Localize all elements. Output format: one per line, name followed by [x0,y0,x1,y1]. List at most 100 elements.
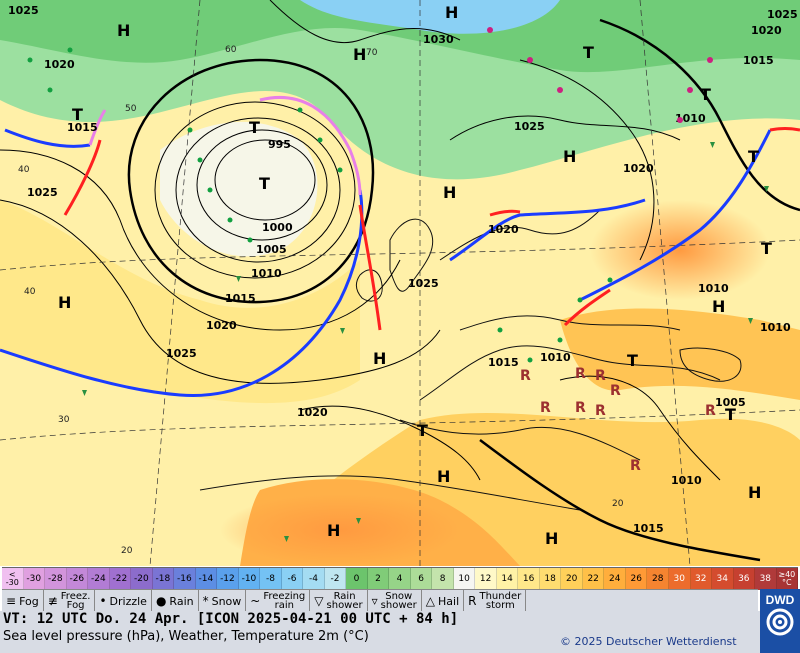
isobar-label: 1025 [767,8,798,21]
isobar-label: 1020 [206,319,237,332]
pressure-system: T [700,85,711,104]
scale-cell: 8 [432,568,454,590]
footer: VT: 12 UTC Do. 24 Apr. [ICON 2025-04-21 … [0,611,760,653]
svg-text:R: R [575,366,586,382]
legend-item: ▽ Rain shower [310,590,368,612]
pressure-system: H [563,147,576,166]
scale-cell: -26 [66,568,89,590]
legend-label: Drizzle [109,594,147,608]
pressure-system: T [259,174,270,193]
legend-item: ~ Freezing rain [246,590,311,612]
scale-cell: 38 [755,568,777,590]
scale-cell: 32 [690,568,713,590]
scale-cell: -6 [281,568,304,590]
pressure-system: T [249,118,260,137]
legend-label: Freez. Fog [60,591,91,611]
legend-item: • Drizzle [95,590,152,612]
legend-item: ● Rain [152,590,199,612]
scale-cell: 10 [453,568,476,590]
grid-latitude-label: 70 [366,48,378,58]
svg-text:R: R [630,458,641,474]
isobar-label: 1010 [251,267,282,280]
pressure-system: T [72,105,83,124]
logo-text: DWD [765,593,795,607]
scale-cell: -20 [131,568,153,590]
scale-cell: 24 [604,568,626,590]
scale-cell: -14 [195,568,218,590]
isobar-label: 1020 [488,223,519,236]
scale-cell: -16 [174,568,196,590]
scale-cell: 2 [367,568,390,590]
rain-icon: ● [155,594,167,608]
legend-label: Hail [438,594,460,608]
svg-text:R: R [610,383,621,399]
thunderstorm-icon: R [468,594,477,608]
svg-text:R: R [595,368,606,384]
isobar-label: 1010 [540,351,571,364]
temperature-labels: 60 50 40 40 30 20 70 20 [18,45,624,556]
cold-fronts [0,128,772,398]
grid-latitude-label: 20 [612,499,624,509]
scale-low-cell: < -30 [2,568,24,590]
scale-cell: -2 [324,568,347,590]
scale-cell: -4 [303,568,325,590]
isobar-label: 1025 [27,186,58,199]
isobar-label: 1015 [488,356,519,369]
pressure-system: T [627,351,638,370]
pressure-system-labels: H H H H H H H H H H H H T T T T T T T T … [58,3,772,548]
legend-item: * Snow [199,590,247,612]
isobar-label: 1015 [743,54,774,67]
legend-label: Rain shower [326,591,363,611]
grid-latitude-label: 40 [18,165,30,175]
pressure-system: H [353,45,366,64]
weather-map: H H H H H H H H H H H H T T T T T T T T … [0,0,800,566]
isobar-label: 1010 [698,282,729,295]
dwd-logo: DWD [760,589,800,653]
scale-cell: -10 [238,568,261,590]
freezing-fog-icon: ≢ [47,594,58,608]
isobar-label: 1025 [166,347,197,360]
svg-text:R: R [520,368,531,384]
pressure-system: H [373,349,386,368]
scale-cell: 6 [410,568,433,590]
isobar-label: 1025 [8,4,39,17]
legend-label: Snow shower [380,591,417,611]
isobar-label: 1000 [262,221,293,234]
legend-label: Freezing rain [263,591,306,611]
pressure-system: H [545,529,558,548]
svg-text:R: R [705,403,716,419]
temperature-field [0,0,800,566]
copyright: © 2025 Deutscher Wetterdienst [560,635,737,648]
scale-cell: 36 [733,568,756,590]
pressure-system: H [117,21,130,40]
valid-time: VT: 12 UTC Do. 24 Apr. [ICON 2025-04-21 … [3,611,459,627]
legend-item: ≢ Freez. Fog [44,590,96,612]
pressure-system: T [417,421,428,440]
scale-cell: 0 [346,568,368,590]
scale-cell: -8 [260,568,282,590]
scale-cell: 4 [389,568,411,590]
isobar-label: 1020 [297,406,328,419]
isobar-label: 1020 [623,162,654,175]
legend-label: Snow [211,594,242,608]
svg-text:R: R [540,400,551,416]
warm-fronts [63,127,800,331]
legend-label: Thunder storm [479,591,522,611]
coastlines [199,209,742,511]
pressure-system: T [583,43,594,62]
grid-lines [0,0,800,566]
isobar-label: 1025 [514,120,545,133]
hail-icon: △ [425,594,435,608]
grid-latitude-label: 50 [125,104,137,114]
grid-latitude-label: 20 [121,546,133,556]
pressure-system: H [445,3,458,22]
scale-cell: 28 [647,568,669,590]
scale-cell: 12 [475,568,497,590]
pressure-system: H [327,521,340,540]
isobar-label: 1020 [44,58,75,71]
scale-cell: 26 [625,568,648,590]
pressure-system: H [58,293,71,312]
isobar-label: 1030 [423,33,454,46]
isobar-label: 1010 [760,321,791,334]
isobar-label: 1010 [671,474,702,487]
